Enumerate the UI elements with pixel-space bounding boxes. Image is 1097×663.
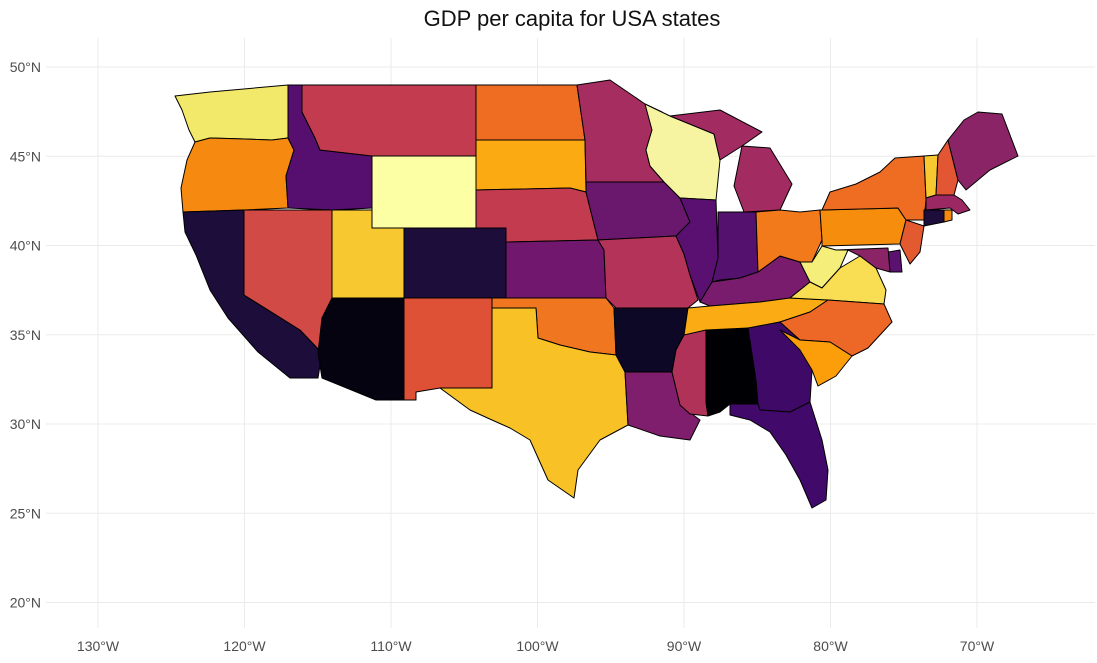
x-tick-label: 110°W [370, 638, 412, 654]
x-tick-label: 70°W [960, 638, 995, 654]
state-massachusetts [925, 194, 971, 215]
state-new-mexico [403, 297, 493, 401]
states-layer [174, 79, 1019, 509]
state-illinois [675, 197, 719, 303]
state-connecticut [923, 209, 945, 227]
state-south-dakota [475, 139, 587, 193]
state-oregon [180, 137, 295, 213]
state-new-hampshire [935, 139, 959, 196]
y-tick-label: 20°N [10, 595, 41, 611]
state-indiana [711, 211, 759, 283]
y-tick-label: 40°N [10, 238, 41, 254]
state-wyoming [371, 155, 477, 229]
state-texas [439, 307, 629, 499]
state-rhode-island [943, 209, 953, 223]
state-maryland [835, 247, 891, 273]
x-tick-label: 80°W [813, 638, 848, 654]
state-florida [729, 401, 829, 509]
state-arizona [317, 297, 405, 401]
x-axis-labels: 130°W 120°W 110°W 100°W 90°W 80°W 70°W [77, 638, 995, 654]
state-south-carolina [779, 329, 853, 387]
state-colorado [403, 227, 507, 299]
x-tick-label: 100°W [516, 638, 559, 654]
state-kansas [505, 239, 607, 299]
y-tick-label: 25°N [10, 505, 41, 521]
state-montana [301, 84, 477, 157]
x-tick-label: 130°W [77, 638, 120, 654]
state-pennsylvania [819, 207, 907, 247]
x-tick-label: 90°W [667, 638, 702, 654]
state-north-dakota [475, 84, 586, 141]
state-new-jersey [899, 219, 925, 265]
state-ohio [755, 209, 823, 273]
state-maine [947, 111, 1019, 191]
y-axis-labels: 50°N 45°N 40°N 35°N 30°N 25°N 20°N [10, 59, 41, 611]
chart-title: GDP per capita for USA states [424, 6, 721, 31]
state-washington [174, 84, 289, 143]
x-tick-label: 120°W [223, 638, 266, 654]
y-tick-label: 50°N [10, 59, 41, 75]
y-tick-label: 45°N [10, 148, 41, 164]
y-tick-label: 30°N [10, 416, 41, 432]
y-tick-label: 35°N [10, 327, 41, 343]
